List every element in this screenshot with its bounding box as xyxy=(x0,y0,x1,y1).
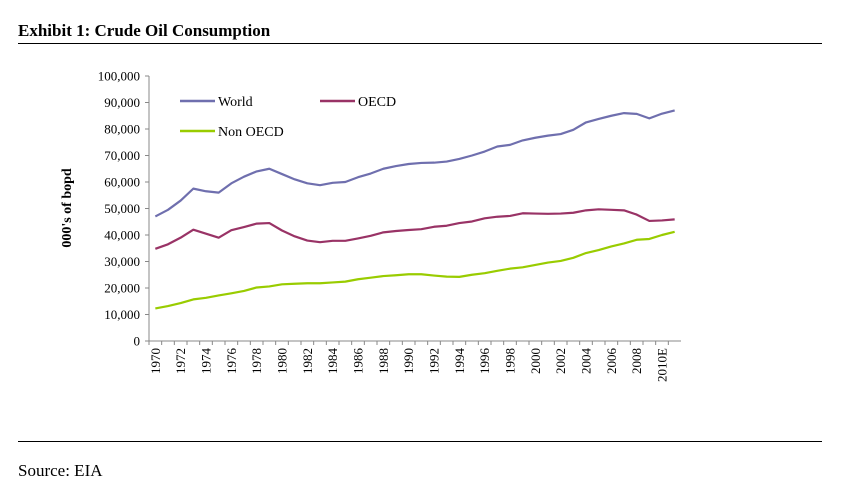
y-tick-label: 40,000 xyxy=(104,228,140,243)
x-tick-label: 2008 xyxy=(629,348,644,374)
series-line xyxy=(155,230,675,310)
series-line xyxy=(154,109,675,218)
x-tick-label: 2000 xyxy=(528,348,543,374)
x-tick-label: 1988 xyxy=(376,348,391,374)
x-tick-label: 1982 xyxy=(300,348,315,374)
x-tick-label: 1990 xyxy=(401,348,416,374)
x-tick-label: 2010E xyxy=(655,348,670,382)
x-tick-label: 2002 xyxy=(553,348,568,374)
y-tick-label: 0 xyxy=(134,334,141,349)
x-tick-label: 1986 xyxy=(351,348,366,375)
x-tick-label: 1974 xyxy=(199,348,214,375)
y-tick-label: 70,000 xyxy=(104,148,140,163)
chart-title: Exhibit 1: Crude Oil Consumption xyxy=(18,21,271,40)
x-tick-label: 1994 xyxy=(452,348,467,375)
legend-label: World xyxy=(218,95,253,110)
y-tick-label: 50,000 xyxy=(104,201,140,216)
x-tick-label: 1976 xyxy=(224,348,239,375)
y-tick-label: 20,000 xyxy=(104,281,140,296)
y-axis-label: 000's of bopd xyxy=(60,168,75,248)
x-tick-label: 1972 xyxy=(173,348,188,374)
y-tick-label: 30,000 xyxy=(104,254,140,269)
legend-label: OECD xyxy=(358,95,396,110)
x-tick-label: 1980 xyxy=(275,348,290,374)
x-tick-label: 2004 xyxy=(579,348,594,375)
x-tick-label: 1970 xyxy=(148,348,163,374)
series-line xyxy=(154,208,675,250)
x-tick-label: 1998 xyxy=(503,348,518,374)
x-tick-label: 2006 xyxy=(604,348,619,375)
source: Source: EIA xyxy=(18,461,103,480)
legend-label: Non OECD xyxy=(218,125,284,140)
x-tick-label: 1996 xyxy=(477,348,492,375)
y-tick-label: 80,000 xyxy=(104,122,140,137)
x-tick-label: 1992 xyxy=(427,348,442,374)
y-tick-label: 10,000 xyxy=(104,307,140,322)
y-tick-label: 60,000 xyxy=(104,175,140,190)
y-tick-label: 100,000 xyxy=(98,69,140,84)
x-tick-label: 1984 xyxy=(325,348,340,375)
x-tick-label: 1978 xyxy=(249,348,264,374)
y-tick-label: 90,000 xyxy=(104,95,140,110)
